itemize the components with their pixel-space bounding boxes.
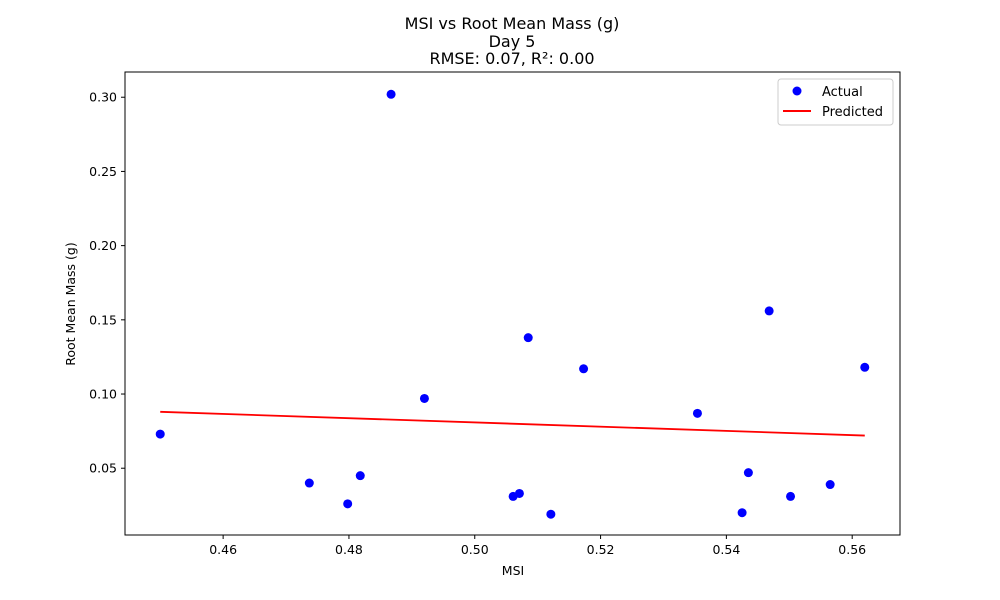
data-point — [546, 509, 556, 519]
plot-frame — [124, 71, 901, 536]
data-point — [825, 480, 835, 490]
y-tick-label: 0.25 — [89, 164, 117, 179]
data-point — [386, 89, 396, 99]
legend-predicted-label: Predicted — [822, 105, 883, 120]
x-tick-label: 0.56 — [838, 542, 866, 557]
data-marks — [155, 89, 870, 519]
legend-box — [777, 78, 894, 126]
legend: Actual Predicted — [777, 78, 894, 126]
chart-title-line-1: MSI vs Root Mean Mass (g) — [405, 14, 620, 33]
data-point — [737, 508, 747, 518]
data-point — [355, 471, 365, 481]
chart-title-line-2: Day 5 — [489, 32, 536, 51]
x-tick-label: 0.46 — [209, 542, 237, 557]
predicted-line — [160, 410, 865, 437]
x-tick-label: 0.48 — [335, 542, 363, 557]
y-tick-label: 0.30 — [89, 90, 117, 105]
legend-actual-label: Actual — [822, 85, 863, 100]
y-tick-label: 0.20 — [89, 238, 117, 253]
data-point — [692, 408, 702, 418]
chart-title-line-3: RMSE: 0.07, R²: 0.00 — [429, 49, 594, 68]
plot-area — [124, 71, 901, 536]
x-tick-label: 0.52 — [587, 542, 615, 557]
data-point — [514, 488, 524, 498]
data-point — [343, 499, 353, 509]
data-point — [786, 491, 796, 501]
data-point — [860, 362, 870, 372]
data-point — [764, 306, 774, 316]
y-tick-label: 0.15 — [89, 312, 117, 327]
y-tick-label: 0.05 — [89, 461, 117, 476]
data-point — [523, 333, 533, 343]
y-axis: 0.05 0.10 0.15 0.20 0.25 0.30 — [89, 90, 125, 476]
x-axis-label: MSI — [502, 563, 524, 578]
data-point — [743, 468, 753, 478]
legend-actual-marker — [792, 86, 802, 96]
data-point — [579, 364, 589, 374]
data-point — [419, 393, 429, 403]
y-tick-label: 0.10 — [89, 387, 117, 402]
x-tick-label: 0.54 — [712, 542, 740, 557]
x-axis: 0.46 0.48 0.50 0.52 0.54 0.56 — [209, 535, 866, 557]
y-axis-label: Root Mean Mass (g) — [63, 242, 78, 365]
x-tick-label: 0.50 — [461, 542, 489, 557]
data-point — [155, 429, 165, 439]
data-point — [304, 478, 314, 488]
